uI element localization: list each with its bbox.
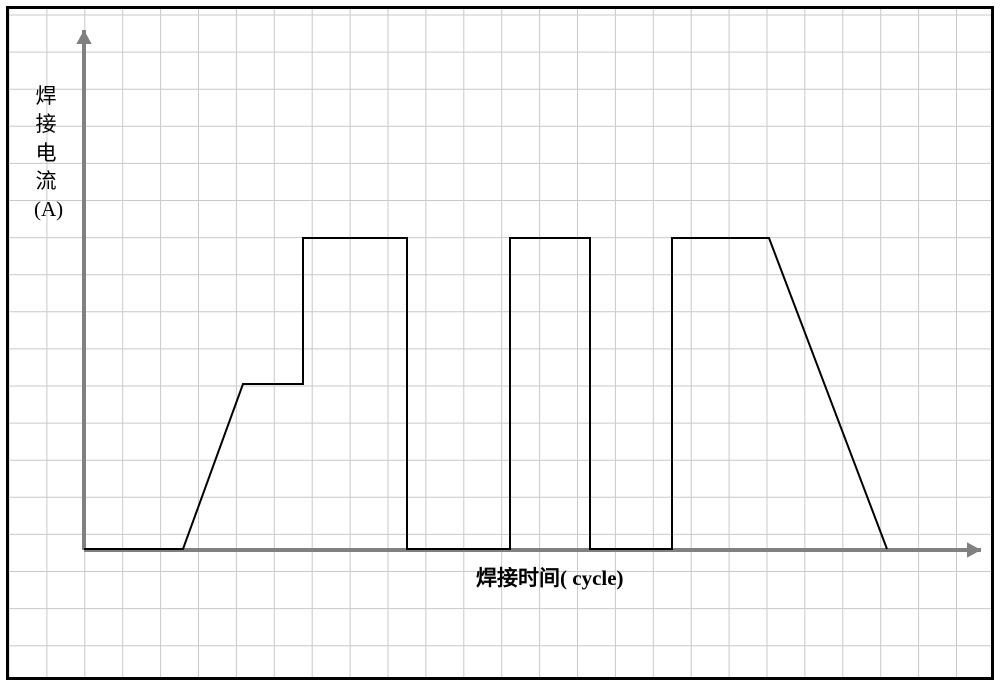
axes [76, 30, 981, 558]
chart-frame: 焊 接 电 流 (A) 焊接时间( cycle) [6, 6, 994, 680]
x-axis-label: 焊接时间( cycle) [476, 562, 624, 592]
ylabel-char: 流 [34, 167, 58, 195]
y-axis-label: 焊 接 电 流 (A) [34, 82, 58, 224]
ylabel-char: (A) [34, 195, 58, 223]
ylabel-char: 焊 [34, 82, 58, 110]
ylabel-char: 电 [34, 139, 58, 167]
ylabel-char: 接 [34, 110, 58, 138]
